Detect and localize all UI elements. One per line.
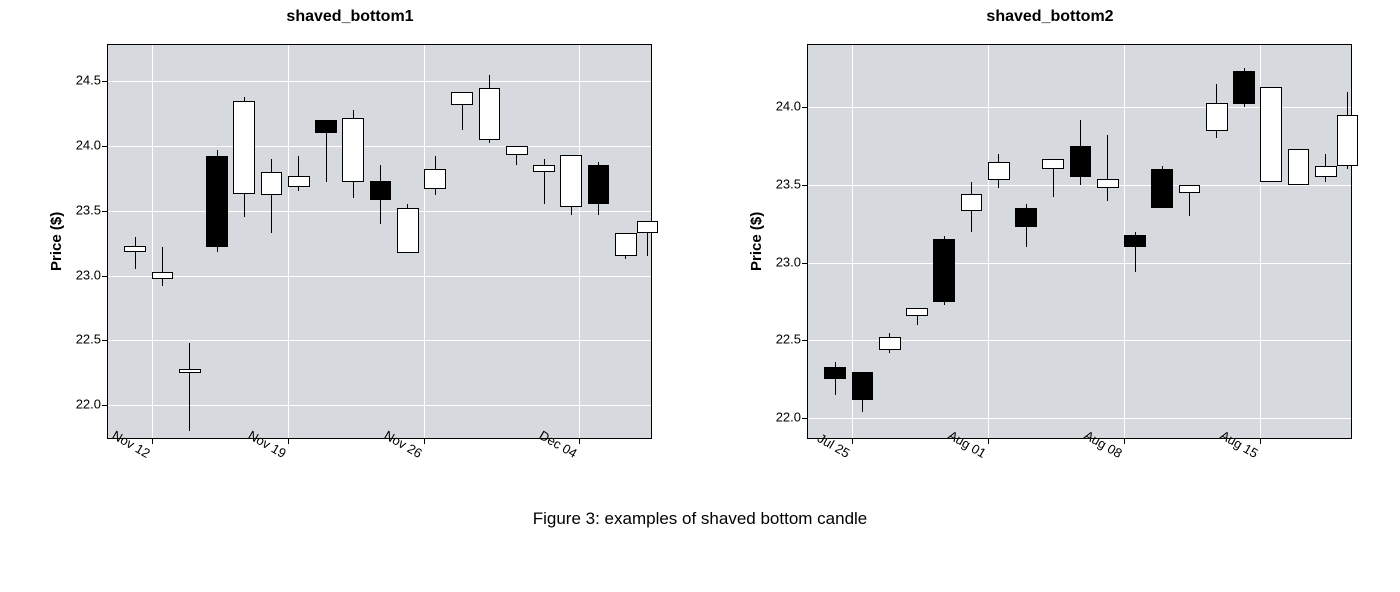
candle-body [233, 101, 255, 194]
tickmark-y [802, 185, 808, 186]
gridline-v [988, 45, 989, 438]
candle-body [1315, 166, 1337, 177]
candle-body [1288, 149, 1310, 185]
candle-body [961, 194, 983, 211]
panel-title: shaved_bottom2 [748, 8, 1352, 26]
gridline-v [288, 45, 289, 438]
y-tick-label: 24.0 [76, 138, 101, 153]
candle-body [424, 169, 446, 188]
candle-wick [135, 237, 136, 269]
candle-body [1151, 169, 1173, 208]
y-tick-label: 22.5 [776, 332, 801, 347]
gridline-h [108, 81, 651, 82]
y-tick-label: 23.5 [76, 202, 101, 217]
tickmark-y [102, 340, 108, 341]
candle-body [1124, 235, 1146, 247]
y-ticks: 22.0 22.5 23.0 23.5 24.0 [769, 44, 807, 439]
candle-body [560, 155, 582, 207]
plot-area [807, 44, 1352, 439]
gridline-v [424, 45, 425, 438]
gridline-v [579, 45, 580, 438]
x-ticks: Jul 25Aug 01Aug 08Aug 15 [807, 439, 1352, 499]
gridline-h [808, 263, 1351, 264]
y-tick-label: 23.5 [776, 176, 801, 191]
candle-body [1042, 159, 1064, 170]
candle-body [1337, 115, 1359, 166]
panel-title: shaved_bottom1 [48, 8, 652, 26]
chart-panel-1: shaved_bottom2Price ($)22.022.523.023.52… [748, 8, 1352, 499]
gridline-h [108, 276, 651, 277]
gridline-h [808, 418, 1351, 419]
tickmark-y [802, 263, 808, 264]
candle-body [1015, 208, 1037, 227]
candle-body [506, 146, 528, 155]
candle-body [615, 233, 637, 256]
tickmark-y [102, 146, 108, 147]
gridline-h [808, 185, 1351, 186]
candle-body [824, 367, 846, 379]
candle-body [397, 208, 419, 253]
y-ticks: 22.0 22.5 23.0 23.5 24.0 24.5 [69, 44, 107, 439]
plot-outer: Price ($) 22.0 22.5 23.0 23.5 24.0 24.5 Nov 12N… [48, 44, 652, 499]
y-axis-label: Price ($) [748, 44, 765, 439]
gridline-h [108, 146, 651, 147]
candle-body [479, 88, 501, 140]
y-tick-label: 23.0 [76, 267, 101, 282]
candle-body [451, 92, 473, 105]
y-tick-label: 22.0 [776, 410, 801, 425]
candle-body [906, 308, 928, 316]
candle-body [1179, 185, 1201, 193]
candle-body [988, 162, 1010, 181]
tickmark-y [802, 107, 808, 108]
y-tick-label: 24.0 [776, 99, 801, 114]
chart-panel-0: shaved_bottom1Price ($)22.022.523.023.52… [48, 8, 652, 499]
y-tick-label: 22.5 [76, 332, 101, 347]
tickmark-y [802, 340, 808, 341]
tickmark-y [102, 81, 108, 82]
candle-body [288, 176, 310, 188]
gridline-h [108, 340, 651, 341]
candle-body [1097, 179, 1119, 188]
plot-area [107, 44, 652, 439]
candle-wick [162, 247, 163, 286]
candle-body [933, 239, 955, 301]
candle-wick [189, 343, 190, 431]
candle-body [315, 120, 337, 133]
candle-body [261, 172, 283, 195]
candle-body [879, 337, 901, 349]
candle-body [152, 272, 174, 280]
candle-body [1260, 87, 1282, 182]
candle-body [342, 118, 364, 183]
candle-body [370, 181, 392, 200]
candle-body [1206, 103, 1228, 131]
figure-caption: Figure 3: examples of shaved bottom cand… [0, 509, 1400, 529]
candle-body [1070, 146, 1092, 177]
candle-body [533, 165, 555, 171]
candle-wick [271, 159, 272, 233]
y-tick-label: 23.0 [776, 254, 801, 269]
candle-body [124, 246, 146, 252]
candle-body [179, 369, 201, 373]
tickmark-y [102, 276, 108, 277]
tickmark-y [802, 418, 808, 419]
y-tick-label: 24.5 [76, 73, 101, 88]
candle-wick [1107, 135, 1108, 200]
candle-body [637, 221, 659, 233]
tickmark-y [102, 211, 108, 212]
figure-row: shaved_bottom1Price ($)22.022.523.023.52… [0, 0, 1400, 499]
candle-body [852, 372, 874, 400]
tickmark-y [102, 405, 108, 406]
candle-body [1233, 71, 1255, 104]
plot-outer: Price ($) 22.0 22.5 23.0 23.5 24.0 Jul 25Aug 0… [748, 44, 1352, 499]
y-tick-label: 22.0 [76, 397, 101, 412]
gridline-v [152, 45, 153, 438]
candle-body [588, 165, 610, 204]
x-ticks: Nov 12Nov 19Nov 26Dec 04 [107, 439, 652, 499]
candle-body [206, 156, 228, 247]
y-axis-label: Price ($) [48, 44, 65, 439]
